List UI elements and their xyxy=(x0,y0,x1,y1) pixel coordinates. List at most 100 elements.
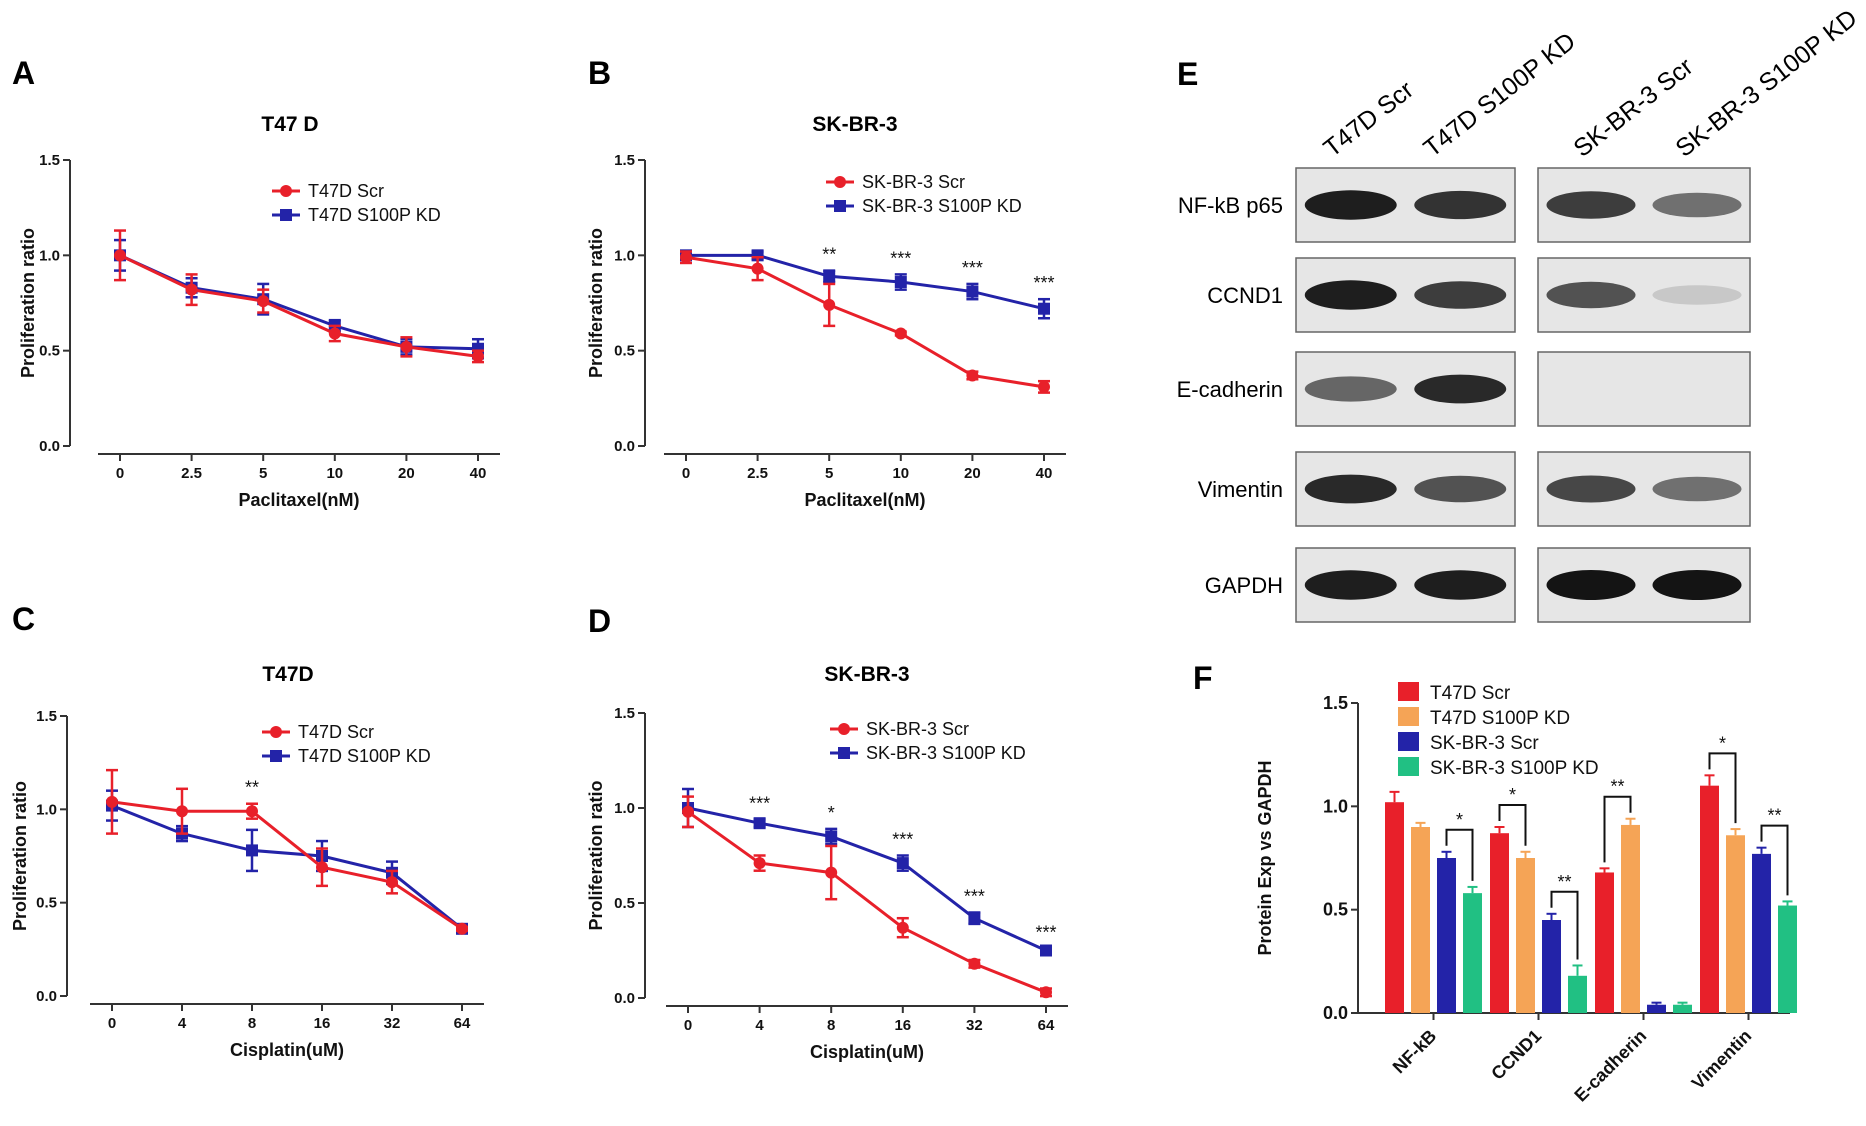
data-point xyxy=(1040,986,1052,999)
bar xyxy=(1437,858,1456,1013)
legend-label: T47D S100P KD xyxy=(298,746,431,766)
legend-marker xyxy=(838,723,850,735)
series-t47d-s100p-kd xyxy=(114,238,484,360)
blot-band xyxy=(1414,190,1507,220)
chart-title: T47 D xyxy=(261,113,318,136)
blot-band xyxy=(1304,376,1397,402)
data-point xyxy=(682,805,694,818)
legend-marker xyxy=(834,176,846,188)
blot-band xyxy=(1652,476,1742,502)
y-tick-label: 0.5 xyxy=(36,895,57,912)
lane-label: T47D Scr xyxy=(1318,76,1418,163)
blot-band xyxy=(1304,190,1397,220)
lane-label: SK-BR-3 S100P KD xyxy=(1670,4,1862,163)
bar-chart-panel-f: 0.0 0.5 1.0 1.5 Protein Exp vs GAPDH NF-kB CCN… xyxy=(1255,682,1797,1106)
data-point xyxy=(114,249,126,262)
x-tick-label: 64 xyxy=(454,1015,471,1032)
data-point xyxy=(400,340,413,353)
data-point xyxy=(316,861,328,874)
x-axis-label: Cisplatin(uM) xyxy=(810,1042,924,1062)
bar xyxy=(1647,1004,1666,1013)
panel-label-e: E xyxy=(1177,56,1198,92)
significance-bracket xyxy=(1550,890,1579,960)
blot-band xyxy=(1546,475,1636,503)
significance-mark: *** xyxy=(962,258,983,278)
x-tick-label: 10 xyxy=(326,465,343,482)
y-tick-label: 0.0 xyxy=(39,438,60,455)
chart-title: SK-BR-3 xyxy=(824,663,909,686)
legend-marker xyxy=(270,726,282,738)
legend-label: T47D Scr xyxy=(308,181,384,201)
data-point xyxy=(456,922,468,935)
x-tick-label: 0 xyxy=(682,465,690,482)
data-point xyxy=(823,270,836,283)
protein-label: GAPDH xyxy=(1205,573,1283,598)
significance-bracket xyxy=(1498,804,1527,846)
legend-swatch xyxy=(1398,757,1419,776)
legend-swatch xyxy=(1398,682,1419,701)
legend-label: T47D Scr xyxy=(298,722,374,742)
y-tick-label: 1.5 xyxy=(39,152,60,169)
blot-band xyxy=(1546,570,1636,600)
legend-marker xyxy=(280,185,292,197)
data-point xyxy=(472,350,484,363)
protein-label: CCND1 xyxy=(1207,283,1283,308)
blot-band xyxy=(1546,191,1636,219)
panel-labels: A B C D E F xyxy=(12,55,1213,696)
x-tick-label: 40 xyxy=(470,465,487,482)
series-t47d-s100p-kd xyxy=(106,789,468,935)
series-line xyxy=(686,253,1045,311)
data-point xyxy=(825,866,838,879)
series-line xyxy=(119,253,479,358)
y-tick-label: 1.0 xyxy=(39,247,60,264)
series-sk-br-3-scr xyxy=(680,250,1050,394)
bar xyxy=(1621,824,1640,1013)
data-point xyxy=(753,857,766,870)
bar xyxy=(1463,893,1482,1013)
data-point xyxy=(894,276,907,289)
y-tick-label: 1.0 xyxy=(614,247,635,264)
series-line xyxy=(685,255,1045,389)
series-line xyxy=(111,804,463,930)
legend-label: SK-BR-3 S100P KD xyxy=(1430,758,1599,779)
bar xyxy=(1752,853,1771,1013)
legend-label: T47D S100P KD xyxy=(1430,708,1570,729)
data-point xyxy=(257,295,270,308)
y-tick-label: 1.5 xyxy=(36,708,57,725)
blot-band xyxy=(1414,475,1507,503)
bar xyxy=(1411,827,1430,1013)
data-point xyxy=(751,249,764,262)
x-tick-label: 0 xyxy=(116,465,124,482)
data-point xyxy=(966,285,979,298)
series-sk-br-3-s100p-kd xyxy=(682,787,1052,957)
legend-label: SK-BR-3 Scr xyxy=(866,719,969,739)
significance-mark: ** xyxy=(1767,806,1781,826)
data-point xyxy=(823,298,836,311)
x-axis-label: Paclitaxel(nM) xyxy=(238,490,359,510)
x-tick-label: Vimentin xyxy=(1688,1026,1756,1094)
y-tick-label: 1.0 xyxy=(614,800,635,817)
panel-label-a: A xyxy=(12,55,35,91)
legend-marker xyxy=(270,750,282,762)
data-point xyxy=(1040,944,1052,957)
y-tick-label: 0.5 xyxy=(614,343,635,360)
x-tick-label: CCND1 xyxy=(1487,1026,1545,1084)
data-point xyxy=(185,283,198,296)
bar xyxy=(1542,920,1561,1013)
chart-title: T47D xyxy=(262,663,313,686)
x-axis-label: Cisplatin(uM) xyxy=(230,1040,344,1060)
x-tick-label: 0 xyxy=(108,1015,116,1032)
data-point xyxy=(753,817,766,830)
x-tick-label: 5 xyxy=(825,465,833,482)
y-axis-label: Proliferation ratio xyxy=(586,228,606,378)
x-tick-label: 2.5 xyxy=(747,465,768,482)
y-tick-label: 1.5 xyxy=(614,152,635,169)
blot-band xyxy=(1414,281,1507,309)
x-tick-label: 20 xyxy=(398,465,415,482)
x-tick-label: 16 xyxy=(314,1015,331,1032)
x-tick-label: 0 xyxy=(684,1017,692,1034)
protein-label: NF-kB p65 xyxy=(1178,193,1283,218)
x-tick-label: 40 xyxy=(1036,465,1053,482)
significance-mark: * xyxy=(1719,733,1726,753)
